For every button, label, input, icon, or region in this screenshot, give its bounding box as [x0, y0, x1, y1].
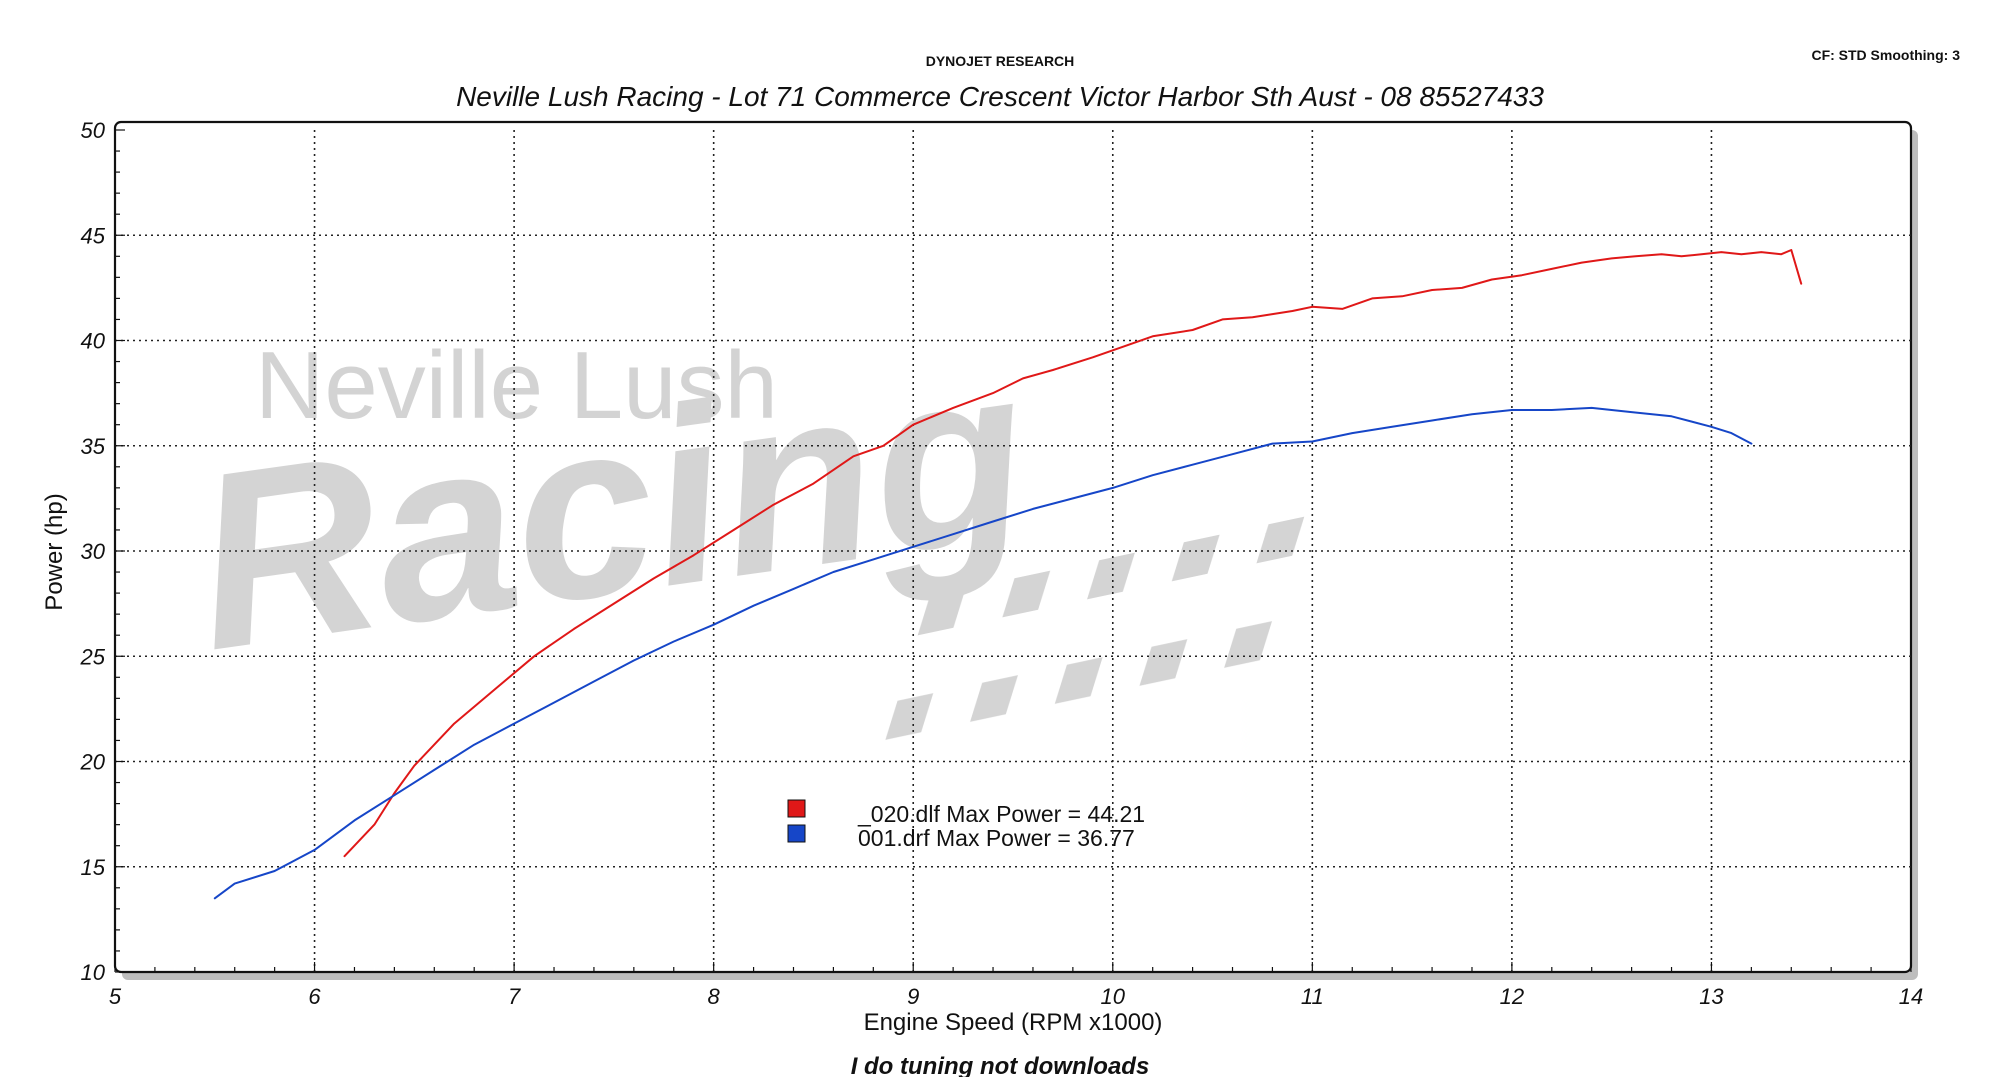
series-line-red [343, 249, 1803, 858]
x-tick-label: 10 [1101, 984, 1126, 1009]
plot-frame [113, 120, 1913, 974]
x-axis-label: Engine Speed (RPM x1000) [864, 1009, 1163, 1036]
y-tick-label: 20 [80, 750, 106, 775]
axis-ticks: 5 6 7 8 9 10 11 12 13 14 10 15 20 25 30 35 40 45 50 [80, 118, 1924, 1009]
x-tick-label: 9 [907, 984, 919, 1009]
x-tick-label: 12 [1500, 984, 1524, 1009]
y-tick-label: 15 [81, 855, 106, 880]
chart-subtitle: Neville Lush Racing - Lot 71 Commerce Cr… [456, 81, 1544, 112]
x-tick-label: 7 [508, 984, 521, 1009]
series-group [213, 249, 1803, 900]
grid [115, 130, 1911, 972]
series-line-blue [213, 406, 1753, 900]
y-tick-label: 10 [81, 960, 106, 985]
legend-swatch-red [787, 799, 806, 818]
legend-label-blue: 001.drf Max Power = 36.77 [858, 825, 1135, 851]
brand-title: DYNOJET RESEARCH [926, 53, 1075, 69]
y-tick-label: 25 [80, 644, 106, 669]
x-tick-label: 13 [1699, 984, 1724, 1009]
x-tick-label: 6 [308, 984, 321, 1009]
legend-label-red: _020.dlf Max Power = 44.21 [857, 801, 1145, 827]
y-tick-label: 30 [81, 539, 106, 564]
legend-swatch-blue [787, 824, 806, 843]
x-tick-label: 14 [1899, 984, 1923, 1009]
footer-tagline: I do tuning not downloads [851, 1053, 1150, 1077]
watermark-text-1: Neville Lush [255, 332, 778, 439]
y-tick-label: 50 [81, 118, 106, 143]
legend: _020.dlf Max Power = 44.21 001.drf Max P… [787, 799, 1145, 851]
x-tick-label: 11 [1301, 984, 1324, 1009]
y-tick-label: 40 [81, 329, 106, 354]
x-tick-label: 5 [109, 984, 122, 1009]
y-axis-label: Power (hp) [41, 493, 68, 610]
y-tick-label: 35 [81, 434, 106, 459]
y-tick-label: 45 [81, 223, 106, 248]
settings-label: CF: STD Smoothing: 3 [1811, 47, 1960, 63]
x-tick-label: 8 [708, 984, 721, 1009]
